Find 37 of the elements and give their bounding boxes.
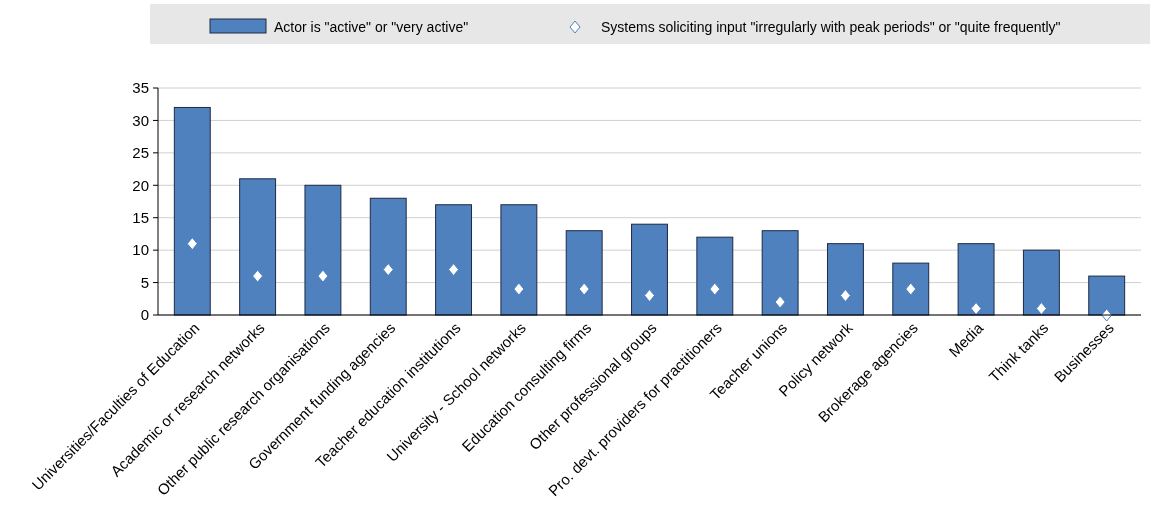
bar (435, 204, 473, 316)
bar (892, 262, 930, 316)
point (970, 302, 982, 316)
bar (565, 230, 603, 316)
bar (696, 236, 734, 316)
point (774, 295, 786, 309)
bar (239, 178, 277, 316)
bar (369, 197, 407, 316)
point (709, 282, 721, 296)
point (252, 269, 264, 283)
point (513, 282, 525, 296)
bar (631, 223, 668, 316)
point (448, 263, 460, 277)
y-tick-label: 0 (140, 306, 149, 324)
bar (826, 243, 864, 316)
point (839, 289, 851, 303)
y-tick-label: 10 (132, 241, 149, 259)
y-tick-label: 15 (132, 208, 149, 226)
point (186, 237, 198, 251)
bar (304, 184, 342, 316)
bar (173, 106, 211, 316)
y-tick-label: 30 (132, 111, 149, 129)
point (578, 282, 590, 296)
legend-label: Actor is "active" or "very active" (274, 19, 469, 35)
point (382, 263, 394, 277)
y-tick-label: 25 (132, 144, 149, 162)
y-tick-label: 35 (132, 79, 149, 97)
bar (761, 230, 799, 316)
bar (1022, 249, 1060, 316)
bar (500, 204, 538, 316)
point (1035, 302, 1047, 316)
y-tick-label: 5 (140, 273, 149, 291)
y-tick-label: 20 (132, 176, 149, 194)
bar (957, 243, 995, 316)
point (644, 289, 655, 303)
legend-label: Systems soliciting input "irregularly with peak periods" or "quite frequently" (601, 19, 1061, 35)
point (317, 269, 329, 283)
